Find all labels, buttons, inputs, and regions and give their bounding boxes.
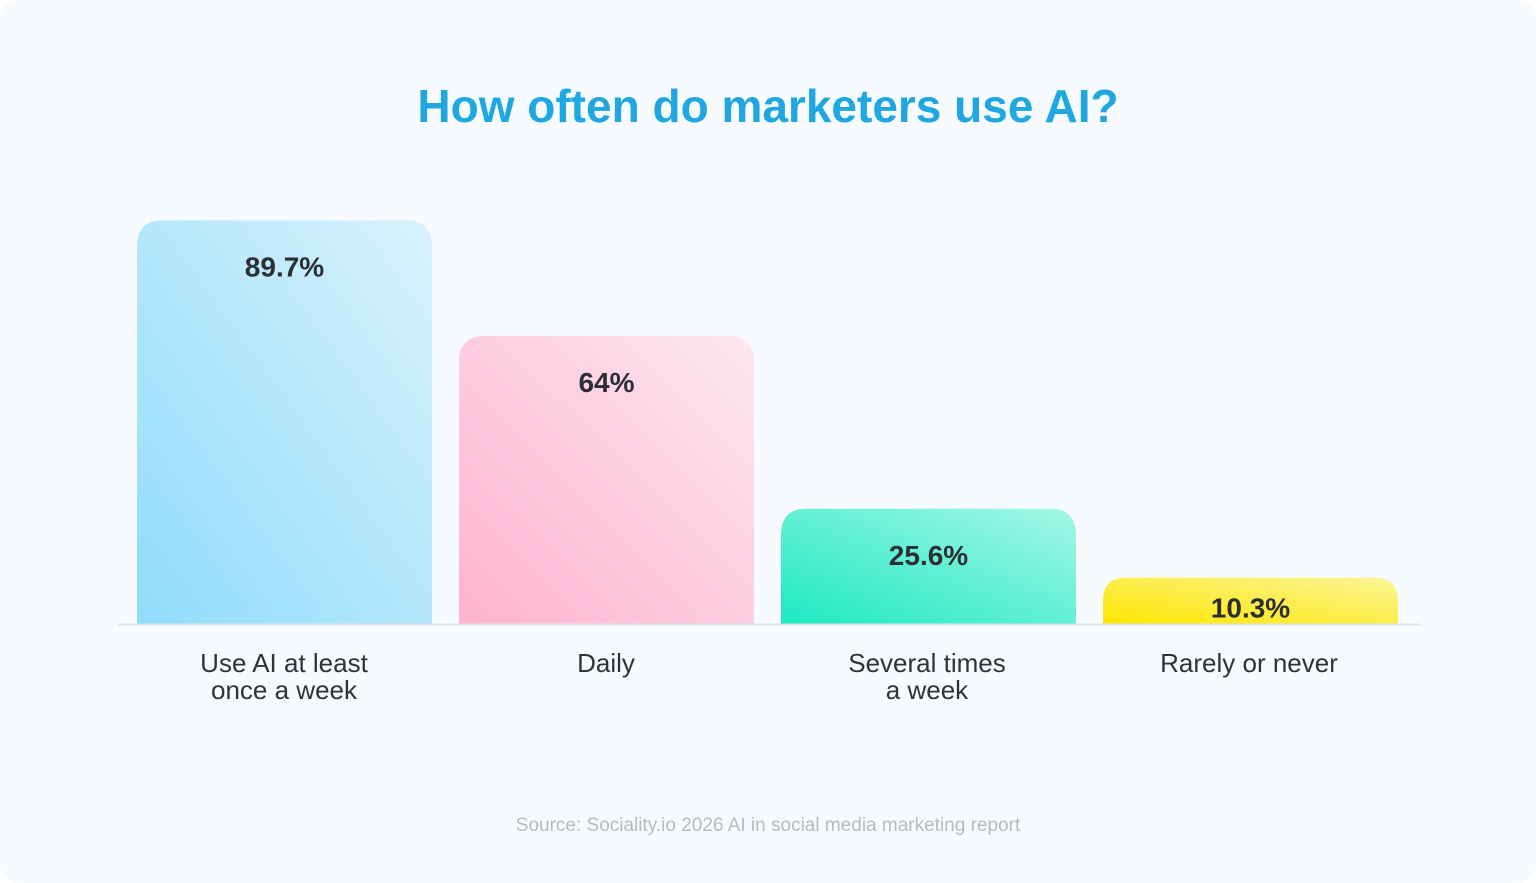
category-label-1: Daily xyxy=(577,648,635,678)
source-note: Source: Sociality.io 2026 AI in social m… xyxy=(515,815,1021,836)
bar-1 xyxy=(459,336,754,624)
chart-title: How often do marketers use AI? xyxy=(417,80,1119,132)
bar-0 xyxy=(137,220,432,624)
category-label-3: Rarely or never xyxy=(1160,648,1338,678)
bar-2 xyxy=(781,508,1076,624)
category-label-0: Use AI at least once a week xyxy=(200,648,368,705)
bar-3 xyxy=(1103,577,1398,624)
bar-value-label-1: 64% xyxy=(578,367,634,398)
bar-value-label-0: 89.7% xyxy=(245,251,324,282)
category-label-2: Several times a week xyxy=(848,648,1006,705)
bar-value-label-3: 10.3% xyxy=(1211,593,1290,624)
bar-value-label-2: 25.6% xyxy=(889,540,968,571)
